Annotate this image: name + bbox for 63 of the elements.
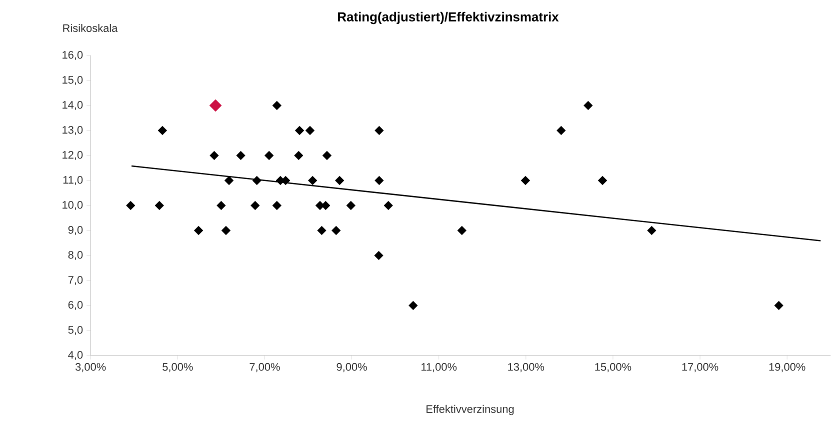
point: [158, 126, 168, 136]
point: [332, 226, 341, 236]
point: [308, 176, 318, 186]
y-tick-label: 8,0: [68, 250, 83, 260]
point: [221, 226, 231, 236]
y-tick-label: 15,0: [62, 76, 83, 86]
point: [322, 150, 332, 160]
point: [252, 176, 262, 186]
point: [250, 200, 260, 210]
point: [556, 126, 566, 136]
point: [272, 100, 282, 110]
point: [774, 300, 784, 310]
y-tick-label: 4,0: [68, 350, 83, 360]
point: [154, 200, 164, 210]
x-tick-label: 11,00%: [421, 363, 457, 372]
point: [281, 176, 290, 186]
y-tick-label: 6,0: [68, 300, 83, 310]
x-axis-title: Effektivverzinsung: [426, 404, 514, 416]
y-tick-label: 7,0: [68, 276, 83, 286]
y-tick-label: 10,0: [62, 200, 83, 210]
point: [126, 200, 136, 210]
x-tick-label: 17,00%: [682, 363, 718, 372]
x-tick-label: 15,00%: [595, 363, 632, 372]
point: [264, 150, 274, 160]
point: [236, 150, 246, 160]
x-tick-label: 3,00%: [75, 363, 106, 372]
y-tick-label: 16,0: [62, 50, 83, 60]
point: [335, 176, 344, 186]
point: [408, 300, 418, 310]
y-tick-label: 5,0: [68, 326, 83, 336]
y-tick-label: 14,0: [62, 100, 83, 110]
point: [598, 176, 608, 186]
point: [520, 176, 530, 186]
y-tick-label: 13,0: [62, 126, 83, 136]
point: [374, 176, 384, 186]
point: [216, 200, 226, 210]
point: [374, 250, 384, 260]
point: [584, 100, 593, 110]
x-tick-label: 7,00%: [250, 363, 280, 372]
point: [209, 99, 222, 112]
point: [321, 200, 330, 210]
chart-title: Rating(adjustiert)/Effektivzinsmatrix: [338, 12, 559, 24]
point: [272, 200, 282, 210]
point: [346, 200, 356, 210]
point: [294, 126, 304, 136]
y-tick-label: 9,0: [68, 226, 83, 236]
point: [647, 226, 656, 236]
x-tick-label: 13,00%: [508, 363, 544, 372]
y-axis-title: Risikoskala: [63, 24, 118, 32]
x-tick-label: 19,00%: [769, 363, 806, 372]
y-tick-label: 12,0: [62, 150, 83, 160]
x-tick-label: 9,00%: [336, 363, 367, 372]
point: [384, 200, 393, 210]
point: [374, 126, 384, 136]
point: [194, 226, 204, 236]
point: [457, 226, 466, 236]
point: [317, 226, 326, 236]
point: [305, 126, 315, 136]
x-tick-label: 5,00%: [162, 363, 193, 372]
y-tick-label: 11,0: [63, 176, 83, 186]
point: [294, 150, 304, 160]
point: [224, 176, 234, 186]
point: [210, 150, 219, 160]
